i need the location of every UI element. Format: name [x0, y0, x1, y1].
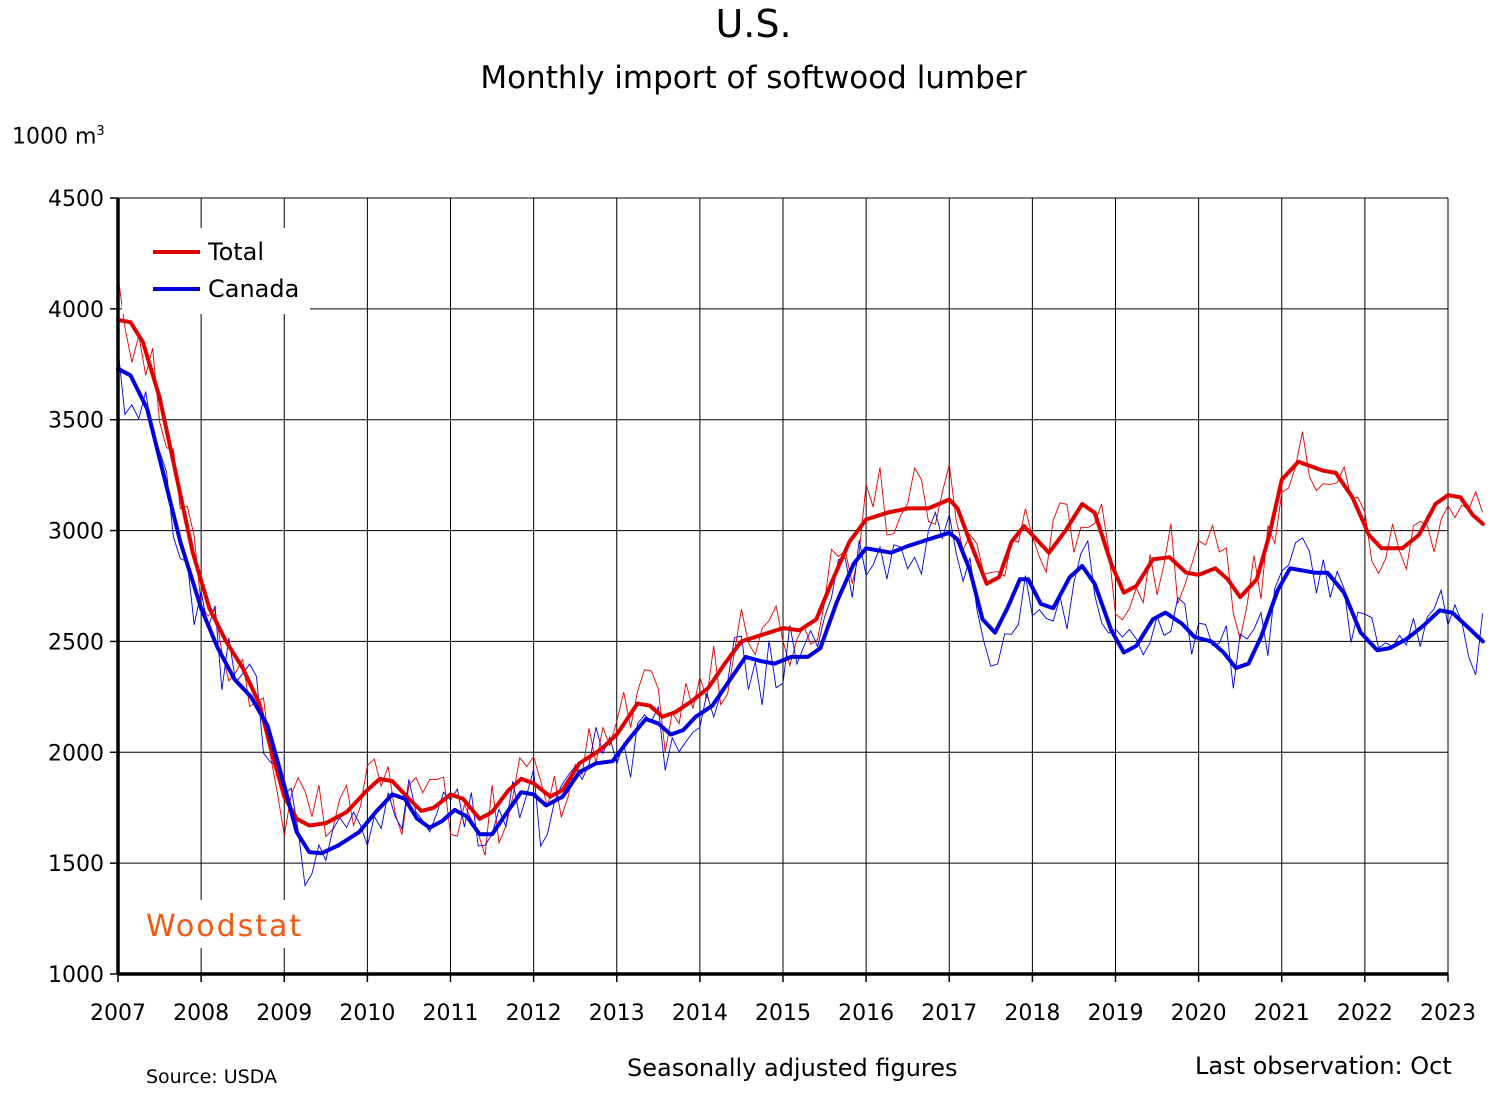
x-tick-label: 2021 — [1254, 1001, 1310, 1026]
x-tick-label: 2022 — [1337, 1001, 1393, 1026]
x-tick-label: 2010 — [339, 1001, 395, 1026]
logo-background — [135, 900, 345, 948]
x-tick-label: 2008 — [173, 1001, 229, 1026]
x-axis-ticks: 2007 2008 2009 2010 2011 2012 2013 2014 2015 2016… — [90, 974, 1476, 1026]
x-tick-label: 2011 — [423, 1001, 479, 1026]
x-tick-label: 2009 — [256, 1001, 312, 1026]
legend: Total Canada — [122, 228, 310, 314]
y-tick-label: 4000 — [48, 298, 104, 323]
y-tick-label: 1000 — [48, 963, 104, 988]
trend-line-total — [116, 317, 1485, 828]
x-tick-label: 2012 — [506, 1001, 562, 1026]
x-tick-label: 2017 — [921, 1001, 977, 1026]
legend-label-total: Total — [207, 238, 264, 266]
x-tick-label: 2019 — [1088, 1001, 1144, 1026]
seasonal-note: Seasonally adjusted figures — [627, 1054, 958, 1082]
trend-series — [116, 317, 1485, 856]
y-axis-unit-superscript: 3 — [96, 124, 105, 139]
trend-line-canada — [116, 366, 1485, 856]
x-tick-label: 2014 — [672, 1001, 728, 1026]
woodstat-logo: Woodstat — [135, 900, 345, 948]
y-tick-label: 3500 — [48, 409, 104, 434]
monthly-line-total — [117, 276, 1484, 856]
y-tick-label: 1500 — [48, 852, 104, 877]
x-tick-label: 2016 — [838, 1001, 894, 1026]
y-tick-label: 2000 — [48, 741, 104, 766]
monthly-line-canada — [117, 348, 1484, 887]
last-observation-note: Last observation: Oct — [1195, 1052, 1452, 1080]
y-tick-label: 3000 — [48, 520, 104, 545]
chart-title: U.S. — [715, 2, 792, 46]
x-tick-label: 2013 — [589, 1001, 645, 1026]
y-tick-label: 2500 — [48, 630, 104, 655]
legend-background — [122, 228, 310, 314]
source-note: Source: USDA — [146, 1066, 277, 1088]
x-tick-label: 2015 — [755, 1001, 811, 1026]
chart-subtitle: Monthly import of softwood lumber — [480, 60, 1027, 96]
grid-lines — [117, 197, 1449, 975]
x-tick-label: 2023 — [1420, 1001, 1476, 1026]
y-axis-unit-text: 1000 m — [12, 124, 97, 150]
monthly-series — [117, 276, 1484, 887]
x-tick-label: 2020 — [1171, 1001, 1227, 1026]
x-tick-label: 2018 — [1004, 1001, 1060, 1026]
logo-text: Woodstat — [146, 909, 303, 944]
x-tick-label: 2007 — [90, 1001, 146, 1026]
y-tick-label: 4500 — [48, 187, 104, 212]
y-axis-unit: 1000 m3 — [12, 124, 105, 149]
y-axis-ticks: 1000 1500 2000 2500 3000 3500 4000 4500 — [48, 187, 118, 988]
legend-label-canada: Canada — [208, 275, 299, 303]
